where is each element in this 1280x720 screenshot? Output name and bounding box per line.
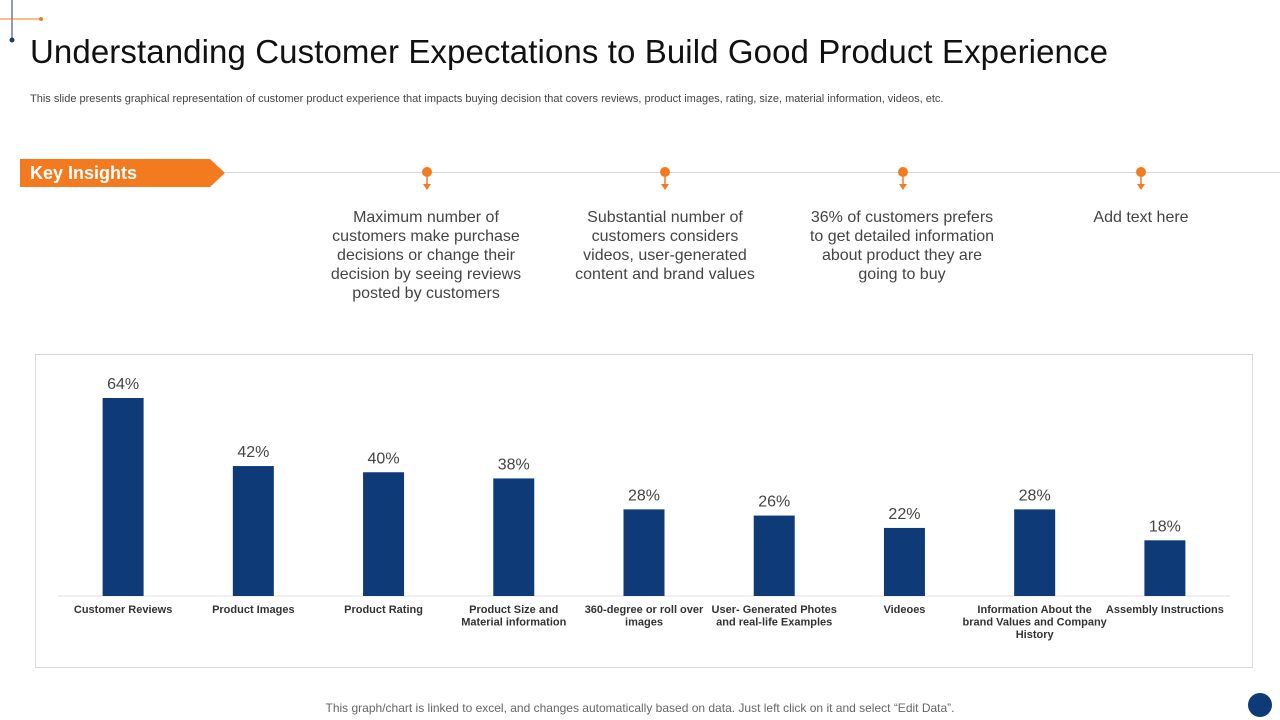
page-subtitle: This slide presents graphical representa… bbox=[30, 93, 944, 105]
data-label: 64% bbox=[107, 376, 139, 393]
category-label: Product Images bbox=[212, 604, 295, 616]
data-label: 18% bbox=[1149, 518, 1181, 535]
category-label: Customer Reviews bbox=[74, 604, 172, 616]
category-label: Videoes bbox=[883, 604, 925, 616]
bar[interactable] bbox=[232, 466, 274, 596]
data-label: 40% bbox=[368, 450, 400, 467]
bar[interactable] bbox=[363, 472, 405, 596]
bar[interactable] bbox=[753, 515, 795, 596]
category-label: 360-degree or roll over images bbox=[585, 604, 704, 629]
footer-note: This graph/chart is linked to excel, and… bbox=[325, 701, 955, 715]
bar[interactable] bbox=[1014, 509, 1056, 596]
insight-text: Substantial number of customers consider… bbox=[575, 209, 755, 283]
data-label: 42% bbox=[237, 444, 269, 461]
category-label: Information About the brand Values and Co… bbox=[963, 604, 1108, 641]
data-label: 26% bbox=[758, 494, 790, 511]
bar[interactable] bbox=[493, 478, 535, 596]
bar[interactable] bbox=[623, 509, 665, 596]
page-title: Understanding Customer Expectations to B… bbox=[30, 33, 1109, 70]
chart-container[interactable]: 64% Customer Reviews 42% Product Images 40% P… bbox=[35, 354, 1253, 668]
insight-text: 36% of customers prefers to get detailed… bbox=[809, 209, 995, 283]
category-label: Product Rating bbox=[344, 604, 423, 616]
timeline-marker-icon bbox=[1136, 167, 1146, 190]
page-indicator-dot bbox=[1248, 693, 1272, 717]
bar[interactable] bbox=[1144, 540, 1186, 596]
category-label: Assembly Instructions bbox=[1106, 604, 1224, 616]
category-label: Product Size and Material information bbox=[461, 604, 566, 629]
timeline-marker-icon bbox=[898, 167, 908, 190]
insight-text: Maximum number of customers make purchas… bbox=[330, 209, 522, 302]
category-label: User- Generated Photes and real-life Exam… bbox=[712, 604, 837, 629]
timeline-marker-icon bbox=[660, 167, 670, 190]
corner-decoration bbox=[0, 0, 43, 43]
timeline-line bbox=[225, 172, 1280, 173]
timeline-marker-icon bbox=[422, 167, 432, 190]
bar-chart[interactable]: 64% Customer Reviews 42% Product Images 40% P… bbox=[36, 355, 1252, 667]
bar[interactable] bbox=[102, 398, 144, 596]
data-label: 22% bbox=[888, 506, 920, 523]
data-label: 38% bbox=[498, 456, 530, 473]
insight-text: Add text here bbox=[1093, 209, 1189, 226]
data-label: 28% bbox=[628, 487, 660, 504]
bar[interactable] bbox=[883, 527, 925, 596]
key-insights-banner: Key Insights bbox=[20, 159, 225, 187]
data-label: 28% bbox=[1019, 487, 1051, 504]
